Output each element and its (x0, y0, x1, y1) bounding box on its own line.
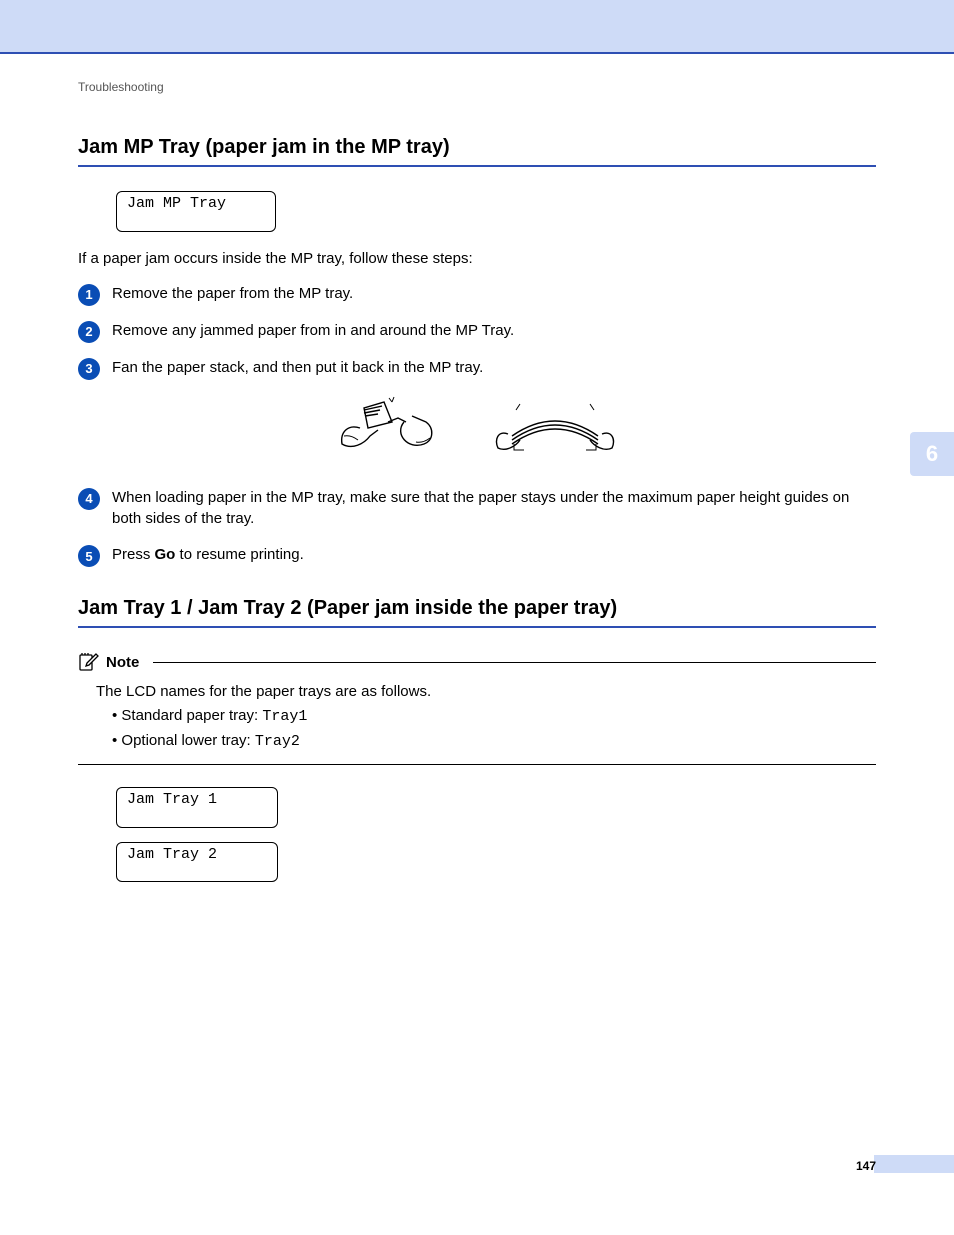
note-intro: The LCD names for the paper trays are as… (96, 680, 876, 704)
lcd-display-tray2: Jam Tray 2 (116, 842, 278, 883)
illustration-fan-paper (78, 394, 876, 471)
step-4: 4 When loading paper in the MP tray, mak… (78, 487, 876, 531)
step-2: 2 Remove any jammed paper from in and ar… (78, 320, 876, 343)
step-text: When loading paper in the MP tray, make … (112, 487, 876, 531)
section1-title: Jam MP Tray (paper jam in the MP tray) (78, 136, 876, 167)
note-bottom-rule (78, 764, 876, 765)
step-text: Remove any jammed paper from in and arou… (112, 320, 514, 342)
step-text: Fan the paper stack, and then put it bac… (112, 357, 483, 379)
note-block: Note The LCD names for the paper trays a… (78, 652, 876, 765)
page-number-bar (874, 1155, 954, 1173)
note-rule (153, 662, 876, 663)
section2-title: Jam Tray 1 / Jam Tray 2 (Paper jam insid… (78, 597, 876, 628)
step-bullet: 1 (78, 284, 100, 306)
breadcrumb: Troubleshooting (78, 80, 876, 94)
page-content: Troubleshooting Jam MP Tray (paper jam i… (0, 54, 954, 882)
note-icon (78, 652, 100, 672)
step-bullet: 4 (78, 488, 100, 510)
step-text: Remove the paper from the MP tray. (112, 283, 353, 305)
step-1: 1 Remove the paper from the MP tray. (78, 283, 876, 306)
step-5: 5 Press Go to resume printing. (78, 544, 876, 567)
step-3: 3 Fan the paper stack, and then put it b… (78, 357, 876, 380)
fan-paper-icon (334, 394, 449, 466)
step-bullet: 3 (78, 358, 100, 380)
lcd-display-tray1: Jam Tray 1 (116, 787, 278, 828)
lcd-display-mp: Jam MP Tray (116, 191, 276, 232)
step-bullet: 5 (78, 545, 100, 567)
note-item: Optional lower tray: Tray2 (112, 729, 876, 754)
page-number: 147 (856, 1159, 876, 1173)
note-item: Standard paper tray: Tray1 (112, 704, 876, 729)
chapter-tab: 6 (910, 432, 954, 476)
flex-paper-icon (490, 394, 620, 466)
section1-intro: If a paper jam occurs inside the MP tray… (78, 250, 876, 267)
step-bullet: 2 (78, 321, 100, 343)
note-label: Note (106, 654, 139, 671)
header-band (0, 0, 954, 54)
step-text: Press Go to resume printing. (112, 544, 304, 566)
